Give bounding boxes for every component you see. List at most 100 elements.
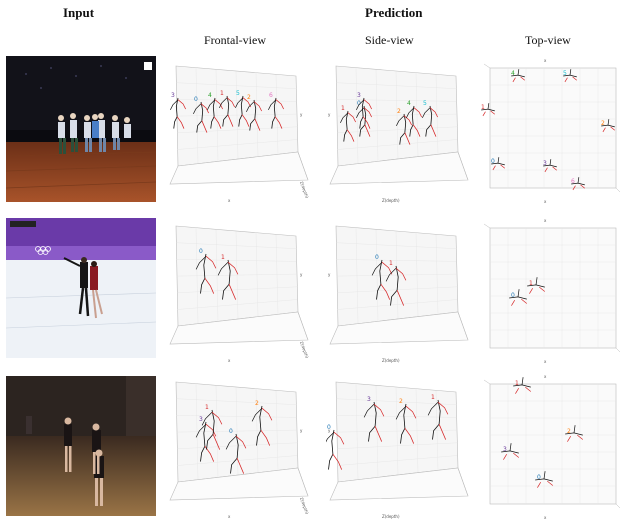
person-id-label: 1	[529, 280, 533, 287]
person-id-label: 0	[199, 248, 203, 255]
skeleton-person-2	[395, 403, 417, 444]
person-id-label: 0	[537, 474, 541, 481]
input-header: Input	[63, 5, 95, 20]
z-axis-label: Z(depth)	[299, 497, 310, 516]
plot-row3-side: Z(depth) y 0 3 2 1	[326, 372, 476, 522]
x-axis-label-bottom: x	[544, 515, 547, 520]
plot-row3-frontal: x y Z(depth) 3 1 2 0	[166, 372, 316, 522]
broadcast-logo-icon	[144, 62, 152, 70]
skeleton-person-3	[170, 97, 186, 129]
axes-box	[329, 65, 469, 185]
input-photo-dance-trio	[6, 376, 156, 516]
z-axis-label: Z(depth)	[382, 358, 400, 363]
person-id-label: 4	[407, 100, 411, 107]
skeleton-person-0	[371, 259, 393, 300]
skeleton-person-2	[396, 113, 412, 145]
skeleton-person-3	[363, 401, 385, 442]
y-axis-label: y	[328, 112, 331, 117]
skeleton-person-4	[406, 105, 422, 137]
person-id-label: 3	[503, 446, 507, 453]
skeleton-person-2	[601, 119, 616, 133]
skeleton-person-1	[201, 409, 223, 450]
person-id-label: 1	[221, 254, 225, 261]
x-axis-label: x	[228, 514, 231, 519]
skeleton-person-2	[565, 425, 584, 442]
y-axis-label: y	[328, 272, 331, 277]
skeleton-person-3	[543, 159, 558, 173]
x-axis-label: x	[544, 58, 547, 63]
y-axis-label: y	[328, 428, 331, 433]
person-id-label: 0	[229, 428, 233, 435]
top-view-title: Top-view	[525, 33, 571, 47]
frontal-view-title: Frontal-view	[204, 33, 266, 47]
person-id-label: 0	[357, 100, 361, 107]
z-axis-label: Z(depth)	[382, 198, 400, 203]
x-axis-label: x	[228, 358, 231, 363]
person-id-label: 4	[511, 70, 515, 77]
x-axis-label: x	[544, 218, 547, 223]
x-axis-label: x	[544, 374, 547, 379]
input-photo-dance-group	[5, 56, 157, 202]
skeleton-person-5	[235, 95, 251, 127]
plot-row2-side: Z(depth) y 0 1	[326, 216, 476, 366]
person-id-label: 3	[357, 92, 361, 99]
person-id-label: 2	[397, 108, 401, 115]
axes-box	[483, 223, 620, 353]
person-id-label: 2	[567, 428, 571, 435]
skeleton-person-3	[356, 97, 372, 129]
person-id-label: 1	[341, 105, 345, 112]
plot-row1-side: Z(depth) y 1 0 3 2 4 5	[326, 56, 476, 206]
skeleton-person-4	[511, 69, 526, 83]
skeleton-person-1	[340, 110, 356, 142]
skeleton-person-1	[427, 399, 449, 440]
x-axis-label: x	[228, 198, 231, 203]
skeleton-person-0	[195, 253, 217, 294]
skeleton-person-0	[225, 433, 247, 474]
skeleton-person-1	[217, 259, 239, 300]
x-axis-label-bottom: x	[544, 199, 547, 204]
z-axis-label: Z(depth)	[382, 514, 400, 519]
person-id-label: 5	[236, 90, 240, 97]
person-id-label: 1	[389, 260, 393, 267]
plot-row2-top: xxZ(depth)01	[480, 216, 620, 366]
x-axis-label-bottom: x	[544, 359, 547, 364]
plot-row1-frontal: x y Z(depth) 3 0 4 1 5 2 6	[166, 56, 316, 206]
person-id-label: 2	[247, 94, 251, 101]
person-id-label: 3	[543, 160, 547, 167]
person-id-label: 0	[375, 254, 379, 261]
person-id-label: 2	[255, 400, 259, 407]
y-axis-label: y	[300, 112, 303, 117]
z-axis-label: Z(depth)	[299, 181, 310, 200]
skeleton-person-1	[219, 95, 235, 127]
skeleton-person-5	[563, 69, 578, 83]
person-id-label: 0	[327, 424, 331, 431]
axes-box	[169, 225, 309, 345]
skeleton-person-1	[527, 277, 546, 294]
z-axis-label: Z(depth)	[299, 341, 310, 360]
skeleton-person-2	[246, 99, 262, 131]
person-id-label: 1	[431, 394, 435, 401]
person-id-label: 1	[205, 404, 209, 411]
skeleton-person-3	[501, 443, 520, 460]
person-id-label: 4	[208, 92, 212, 99]
skeleton-person-5	[422, 105, 438, 137]
skeleton-person-0	[509, 289, 528, 306]
axes-box	[169, 65, 309, 185]
side-view-title: Side-view	[365, 33, 414, 47]
axes-box	[329, 381, 469, 501]
skeleton-person-0	[535, 471, 554, 488]
person-id-label: 6	[269, 92, 273, 99]
skeleton-person-2	[251, 405, 273, 446]
y-axis-label: y	[300, 272, 303, 277]
skeleton-person-6	[571, 177, 586, 191]
person-id-label: 0	[511, 292, 515, 299]
skeleton-person-4	[207, 97, 223, 129]
skeleton-person-1	[481, 103, 496, 117]
plot-row2-frontal: x y Z(depth) 0 1	[166, 216, 316, 366]
skeleton-person-6	[268, 97, 284, 129]
person-id-label: 3	[367, 396, 371, 403]
skeleton-person-0	[356, 105, 372, 137]
skeleton-person-1	[385, 265, 407, 306]
